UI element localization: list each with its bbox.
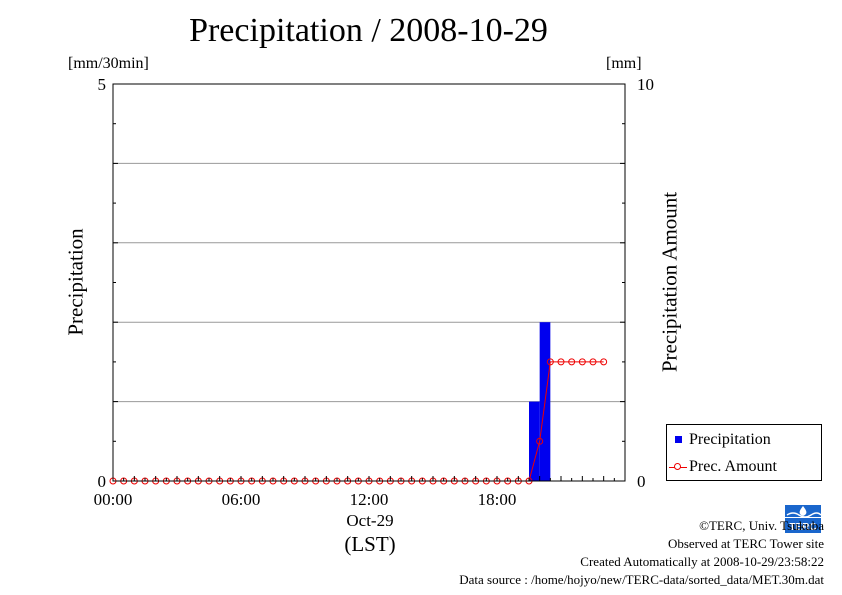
precipitation-bar: [529, 401, 540, 481]
x-tick-label: 06:00: [222, 490, 261, 509]
legend-label: Prec. Amount: [689, 458, 777, 475]
prec-amount-point: [536, 437, 544, 445]
left-axis-unit: [mm/30min]: [68, 55, 149, 72]
legend-item-prec-amount: Prec. Amount: [667, 457, 777, 477]
prec-amount-point: [546, 358, 554, 366]
right-y-tick-label: 0: [637, 472, 646, 491]
prec-amount-point: [557, 358, 565, 366]
x-tick-label: 18:00: [478, 490, 517, 509]
created-text: Created Automatically at 2008-10-29/23:5…: [580, 554, 824, 569]
legend: Precipitation Prec. Amount: [666, 424, 822, 481]
legend-bar-swatch: [667, 432, 689, 448]
observed-text: Observed at TERC Tower site: [667, 536, 824, 551]
legend-line-swatch: [667, 459, 689, 475]
chart-title: Precipitation / 2008-10-29: [189, 12, 548, 49]
left-y-tick-label: 5: [98, 75, 107, 94]
terc-logo-icon: TERC: [783, 503, 823, 535]
prec-amount-point: [578, 358, 586, 366]
source-text: Data source : /home/hojyo/new/TERC-data/…: [459, 572, 824, 587]
x-axis-date-label: Oct-29: [346, 511, 394, 530]
x-tick-label: 00:00: [94, 490, 133, 509]
left-y-tick-label: 0: [98, 472, 107, 491]
x-tick-label: 12:00: [350, 490, 389, 509]
prec-amount-point: [600, 358, 608, 366]
svg-text:TERC: TERC: [789, 522, 816, 533]
right-y-tick-label: 10: [637, 75, 654, 94]
x-axis-zone-label: (LST): [344, 532, 396, 556]
copyright-text: ©TERC, Univ. Tsukuba: [699, 518, 824, 533]
right-axis-unit: [mm]: [606, 55, 642, 72]
prec-amount-point: [568, 358, 576, 366]
legend-item-precipitation: Precipitation: [667, 430, 771, 450]
legend-label: Precipitation: [689, 431, 771, 448]
prec-amount-point: [589, 358, 597, 366]
